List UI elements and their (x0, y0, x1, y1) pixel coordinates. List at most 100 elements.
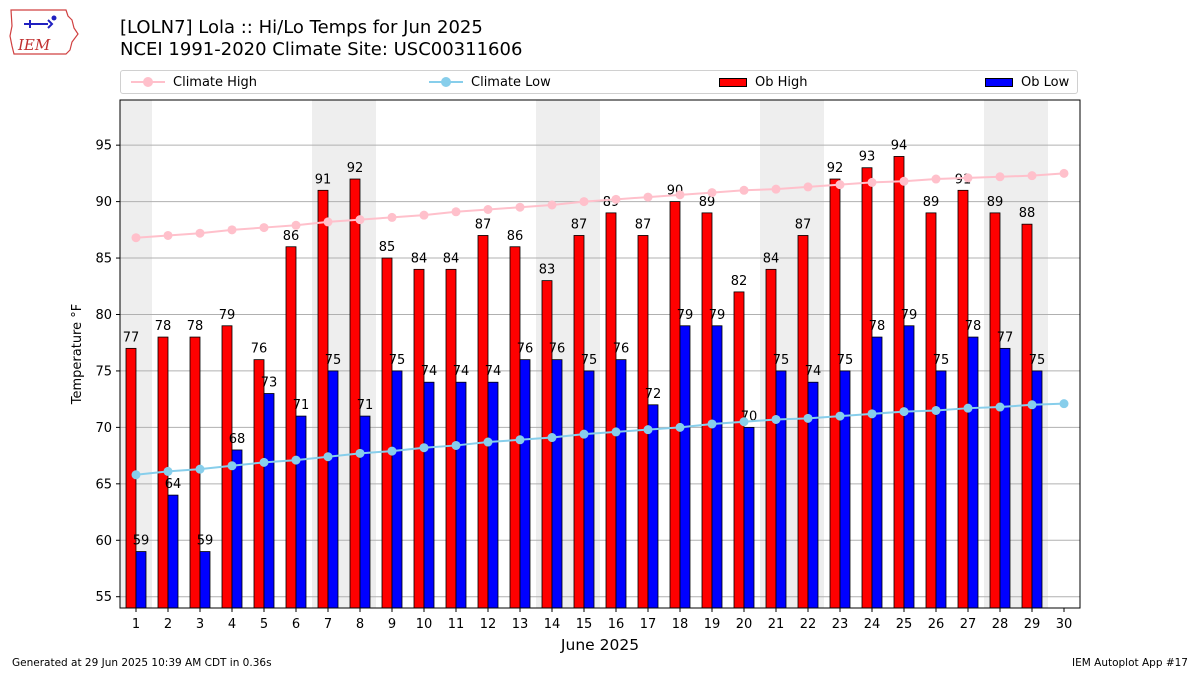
climate-low-point (515, 435, 525, 445)
ob-low-label: 71 (293, 398, 310, 413)
x-tick-label: 12 (480, 617, 497, 632)
y-tick-label: 90 (95, 195, 112, 210)
climate-high-point (483, 205, 493, 215)
x-tick-label: 14 (544, 617, 561, 632)
ob-high-bar (605, 212, 617, 609)
ob-low-label: 78 (965, 319, 982, 334)
climate-low-point (867, 409, 877, 419)
climate-low-point (739, 417, 749, 427)
logo-text: IEM (17, 36, 51, 54)
climate-low-point (931, 405, 941, 415)
plot-frame (119, 99, 1081, 609)
x-tick-label: 19 (704, 617, 721, 632)
ob-high-label: 86 (283, 229, 300, 244)
ob-high-label: 89 (923, 195, 940, 210)
x-tick-label: 16 (608, 617, 625, 632)
climate-high-point (995, 172, 1005, 182)
climate-high-point (867, 177, 877, 187)
ob-high-bar (317, 189, 329, 609)
ob-high-label: 87 (475, 217, 492, 232)
climate-low-point (963, 403, 973, 413)
ob-high-label: 82 (731, 274, 748, 289)
climate-high-point (707, 188, 717, 198)
ob-high-label: 92 (347, 161, 364, 176)
climate-high-point (451, 207, 461, 217)
climate-low-point (579, 429, 589, 439)
ob-low-label: 71 (357, 398, 374, 413)
ob-low-bar (775, 370, 787, 609)
ob-high-bar (413, 268, 425, 609)
ob-high-label: 91 (315, 172, 332, 187)
climate-low-point (995, 402, 1005, 412)
legend-climate-high: Climate High (131, 71, 257, 93)
ob-low-bar (519, 359, 531, 609)
x-tick-label: 26 (928, 617, 945, 632)
ob-high-bar (765, 268, 777, 609)
climate-low-point (291, 455, 301, 465)
ob-low-bar (167, 494, 179, 609)
ob-high-bar (861, 167, 873, 609)
ob-high-bar (445, 268, 457, 609)
climate-low-point (643, 425, 653, 435)
ob-high-bar (573, 235, 585, 609)
climate-high-line (135, 172, 1065, 239)
ob-low-swatch-icon (985, 77, 1013, 87)
x-tick-label: 6 (292, 617, 300, 632)
ob-low-bar (327, 370, 339, 609)
ob-low-bar (743, 426, 755, 609)
legend-ob-low: Ob Low (985, 71, 1069, 93)
climate-high-point (963, 173, 973, 183)
climate-high-point (227, 225, 237, 235)
climate-low-point (419, 443, 429, 453)
climate-low-point (259, 457, 269, 467)
ob-low-label: 59 (133, 534, 150, 549)
ob-high-bar (733, 291, 745, 609)
ob-high-label: 87 (571, 217, 588, 232)
ob-high-label: 92 (827, 161, 844, 176)
ob-high-label: 86 (507, 229, 524, 244)
ob-high-label: 85 (379, 240, 396, 255)
legend-ob-low-label: Ob Low (1021, 74, 1070, 90)
y-tick-label: 70 (95, 421, 112, 436)
climate-high-point (515, 202, 525, 212)
ob-low-label: 75 (325, 353, 342, 368)
ob-high-bar (957, 189, 969, 609)
x-tick-label: 18 (672, 617, 689, 632)
ob-low-bar (871, 336, 883, 609)
legend-climate-low: Climate Low (429, 71, 551, 93)
climate-low-point (131, 470, 141, 480)
x-tick-label: 24 (864, 617, 881, 632)
ob-low-bar (583, 370, 595, 609)
climate-low-point (803, 413, 813, 423)
legend-ob-high-label: Ob High (755, 74, 808, 90)
x-tick-label: 15 (576, 617, 593, 632)
climate-low-point (195, 464, 205, 474)
ob-high-label: 83 (539, 263, 556, 278)
chart-subtitle: NCEI 1991-2020 Climate Site: USC00311606 (120, 39, 523, 60)
ob-low-bar (967, 336, 979, 609)
ob-high-label: 77 (123, 330, 140, 345)
climate-high-point (1027, 171, 1037, 181)
ob-low-label: 74 (805, 364, 822, 379)
ob-low-label: 76 (549, 342, 566, 357)
ob-high-label: 84 (443, 251, 460, 266)
climate-high-point (611, 194, 621, 204)
x-tick-label: 20 (736, 617, 753, 632)
climate-high-point (899, 176, 909, 186)
x-tick-label: 7 (324, 617, 332, 632)
app-note: IEM Autoplot App #17 (1072, 657, 1188, 669)
x-tick-label: 2 (164, 617, 172, 632)
ob-low-label: 77 (997, 330, 1014, 345)
x-tick-label: 29 (1024, 617, 1041, 632)
climate-high-point (675, 190, 685, 200)
ob-high-label: 93 (859, 150, 876, 165)
climate-low-point (483, 437, 493, 447)
ob-low-label: 75 (933, 353, 950, 368)
climate-high-point (1059, 168, 1069, 178)
ob-low-label: 68 (229, 432, 246, 447)
ob-low-label: 76 (613, 342, 630, 357)
ob-low-label: 74 (485, 364, 502, 379)
ob-high-bar (637, 235, 649, 609)
ob-high-label: 78 (155, 319, 172, 334)
x-tick-label: 30 (1056, 617, 1073, 632)
